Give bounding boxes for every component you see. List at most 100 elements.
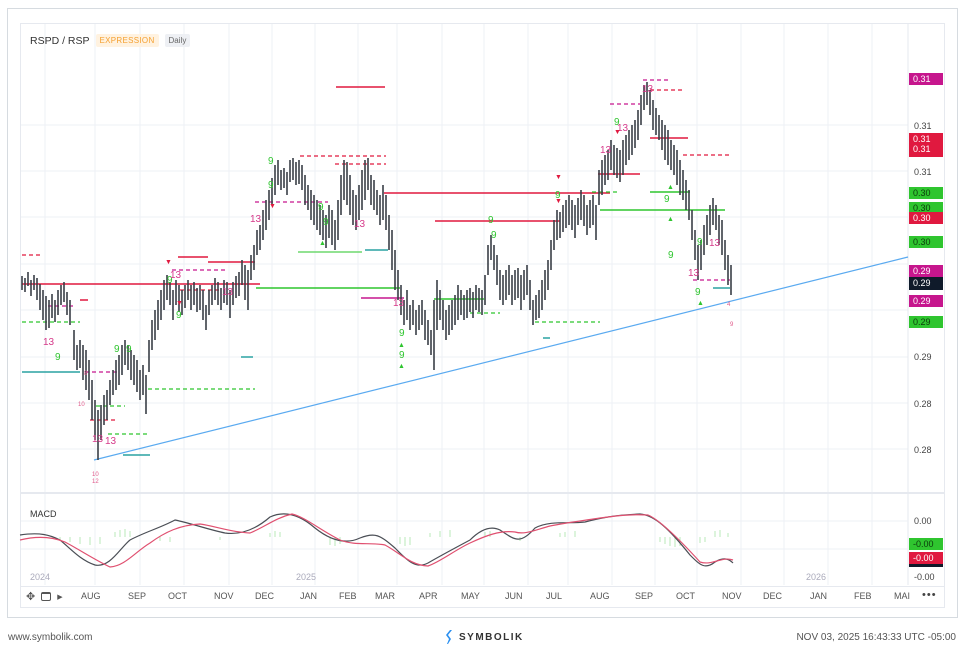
svg-text:▼: ▼ [555,174,562,181]
price-tag-red: 0.31 [909,133,943,145]
price-tag-magenta-top: 0.31 [909,73,943,85]
svg-text:13: 13 [105,436,117,447]
svg-text:9: 9 [399,350,405,361]
svg-text:10: 10 [78,402,85,408]
svg-text:9: 9 [491,230,497,241]
svg-text:4: 4 [727,302,731,308]
svg-text:9: 9 [55,352,61,363]
level-lines [22,86,730,456]
svg-text:▲: ▲ [697,300,704,307]
svg-text:0.28: 0.28 [914,445,932,455]
month-label: SEP [635,591,654,601]
svg-text:▼: ▼ [614,129,621,136]
month-label: SEP [128,591,147,601]
symbol-title[interactable]: RSPD / RSP [30,34,90,47]
month-label: JUN [505,591,523,601]
svg-text:▼: ▼ [176,300,183,307]
symbolik-logo-icon [446,630,452,644]
svg-text:12: 12 [92,479,99,485]
svg-text:9: 9 [268,156,274,167]
svg-text:9: 9 [730,322,734,328]
svg-text:13: 13 [642,84,654,95]
svg-text:▲: ▲ [398,363,405,370]
year-label: 2024 [30,572,51,582]
svg-text:9: 9 [167,275,173,286]
svg-text:9: 9 [614,117,620,128]
svg-text:▼: ▼ [555,198,562,205]
svg-text:13: 13 [617,123,629,134]
month-label: MAY [461,591,480,601]
month-label: DEC [763,591,783,601]
svg-text:13: 13 [354,219,366,230]
price-tag-magenta: 0.29 [909,295,943,307]
svg-text:9: 9 [697,237,703,248]
chart-panel[interactable] [20,23,945,608]
svg-text:9: 9 [664,194,670,205]
svg-text:▲: ▲ [667,216,674,223]
macd-histogram [59,529,729,547]
svg-text:▼: ▼ [165,259,172,266]
price-tag-red: 0.30 [909,212,943,224]
macd-label[interactable]: MACD [30,509,57,519]
svg-text:9: 9 [323,217,329,228]
month-label: APR [419,591,438,601]
month-label: OCT [676,591,695,601]
play-arrow-icon[interactable]: ▶ [57,593,63,601]
svg-text:9: 9 [318,202,324,213]
svg-text:9: 9 [399,328,405,339]
svg-text:9: 9 [126,344,132,355]
type-badge: EXPRESSION [95,34,159,47]
svg-text:13: 13 [43,337,55,348]
interval-badge[interactable]: Daily [164,34,191,47]
price-tag-red: 0.31 [909,143,943,157]
price-tag-green: 0.29 [909,316,943,328]
svg-text:9: 9 [268,180,274,191]
trendline [93,256,909,461]
macd-pane [19,513,908,568]
month-label: FEB [854,591,872,601]
svg-text:13: 13 [170,270,182,281]
price-tag-green: 0.30 [909,236,943,248]
price-tag-magenta: 0.29 [909,265,943,277]
month-label: NOV [722,591,742,601]
svg-text:13: 13 [250,214,262,225]
ohlc-bars [21,82,732,460]
svg-text:9: 9 [488,215,494,226]
month-label: FEB [339,591,357,601]
month-label: JAN [300,591,318,601]
svg-text:9: 9 [695,287,701,298]
svg-text:10: 10 [92,472,99,478]
chart-title-bar: RSPD / RSP EXPRESSION Daily [30,34,191,47]
svg-text:0.28: 0.28 [914,399,932,409]
brand-logo: SYMBOLIK [446,630,524,644]
website-link[interactable]: www.symbolik.com [8,632,93,643]
svg-text:13: 13 [600,145,612,156]
svg-text:13: 13 [709,238,721,249]
month-label: AUG [81,591,101,601]
price-axis-ticks: 0.31 0.31 0.29 0.28 0.28 0.00 -0.00 [914,121,935,582]
svg-text:▲: ▲ [667,184,674,191]
svg-text:13: 13 [393,298,405,309]
more-options-button[interactable]: ••• [922,589,937,601]
grid-lines [21,24,908,585]
svg-text:9: 9 [114,344,120,355]
svg-text:13: 13 [92,434,104,445]
macd-tag-red: -0.00 [909,552,943,567]
svg-text:-0.00: -0.00 [914,572,935,582]
calendar-icon[interactable] [41,592,52,601]
svg-text:▲: ▲ [319,240,326,247]
signal-line [19,513,734,568]
svg-text:▼: ▼ [269,203,276,210]
timestamp: NOV 03, 2025 16:43:33 UTC -05:00 [796,632,956,643]
month-label: DEC [255,591,275,601]
svg-text:0.29: 0.29 [914,352,932,362]
time-axis[interactable] [21,586,944,608]
svg-text:8: 8 [84,371,88,377]
svg-text:▲: ▲ [398,342,405,349]
macd-line [19,513,734,567]
month-label: JUL [546,591,563,601]
year-label: 2026 [806,572,827,582]
pan-move-icon[interactable]: ✥ [26,591,36,603]
